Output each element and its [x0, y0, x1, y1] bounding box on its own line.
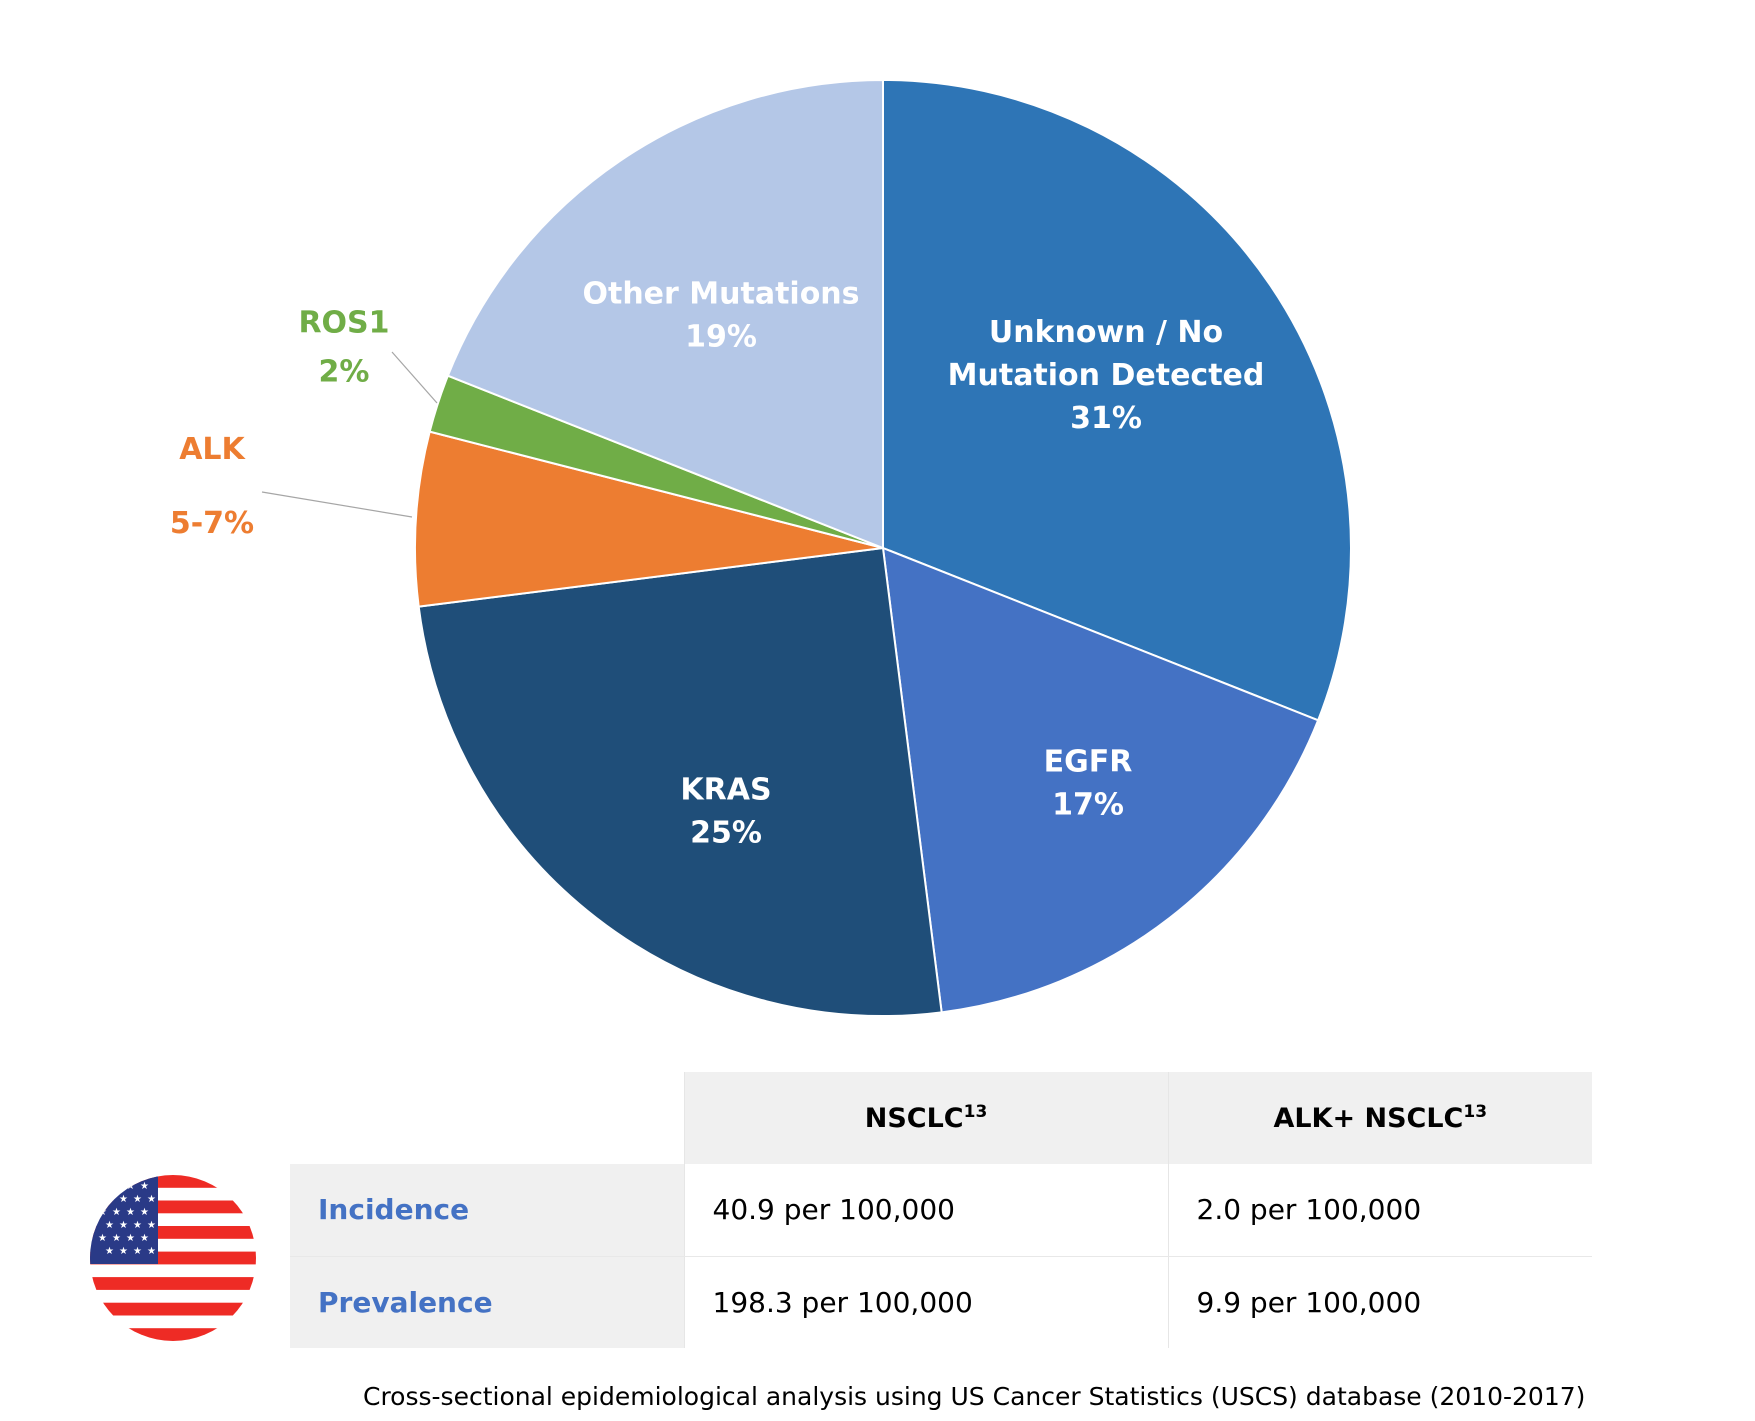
svg-text:★: ★: [133, 1246, 142, 1257]
svg-text:★: ★: [105, 1246, 114, 1257]
row-label-incidence: Incidence: [290, 1164, 684, 1257]
svg-text:★: ★: [133, 1194, 142, 1205]
svg-text:★: ★: [126, 1207, 135, 1218]
slice-category-label: Mutation Detected: [948, 358, 1265, 393]
svg-text:★: ★: [126, 1181, 135, 1192]
table-cell: 40.9 per 100,000: [683, 1164, 1168, 1257]
svg-text:★: ★: [112, 1207, 121, 1218]
table-header-row: NSCLC13 ALK+ NSCLC13: [290, 1072, 1592, 1164]
pie-slice-other-mutations: [446, 78, 884, 550]
slice-category-label: Other Mutations: [582, 277, 859, 312]
col-header-citation: 13: [963, 1102, 988, 1122]
row-label-prevalence: Prevalence: [290, 1256, 684, 1348]
svg-text:★: ★: [98, 1233, 107, 1244]
svg-text:★: ★: [119, 1246, 128, 1257]
svg-text:★: ★: [140, 1181, 149, 1192]
slice-label: ROS1 2%: [298, 306, 389, 390]
col-header-label: NSCLC: [864, 1103, 964, 1134]
pie-slice-unknown-no: [882, 78, 1352, 722]
svg-text:★: ★: [140, 1233, 149, 1244]
table-cell: 9.9 per 100,000: [1167, 1256, 1592, 1348]
col-header-alk-nsclc: ALK+ NSCLC13: [1167, 1072, 1592, 1164]
slice-label: Other Mutations 19%: [582, 277, 859, 355]
slice-category-label: KRAS: [680, 773, 771, 808]
slice-label: Unknown / No Mutation Detected 31%: [948, 315, 1265, 436]
leader-line: [391, 351, 438, 404]
slice-category-label: ALK: [179, 432, 246, 467]
slice-label: ALK 5-7%: [170, 432, 254, 541]
table-cell: 198.3 per 100,000: [683, 1256, 1168, 1348]
epidemiology-table-container: NSCLC13 ALK+ NSCLC13 Incidence 40.9 per …: [290, 1072, 1592, 1348]
svg-text:★: ★: [112, 1233, 121, 1244]
slice-label: EGFR 17%: [1044, 745, 1133, 823]
svg-text:★: ★: [112, 1181, 121, 1192]
us-flag-icon: ★ ★ ★ ★ ★ ★ ★ ★ ★ ★ ★ ★ ★ ★ ★ ★ ★ ★ ★ ★ ★ ★ ★ ★: [90, 1175, 256, 1341]
epidemiology-table: NSCLC13 ALK+ NSCLC13 Incidence 40.9 per …: [290, 1072, 1592, 1348]
slice-category-label: EGFR: [1044, 745, 1133, 780]
leader-line: [261, 491, 413, 518]
source-note: Cross-sectional epidemiological analysis…: [363, 1382, 1586, 1411]
slice-value-label: 19%: [685, 320, 757, 355]
slice-label: KRAS 25%: [680, 773, 771, 851]
slice-value-label: 5-7%: [170, 506, 254, 541]
pie-slice-egfr: [881, 546, 1320, 1014]
svg-text:★: ★: [133, 1220, 142, 1231]
col-header-nsclc: NSCLC13: [683, 1072, 1168, 1164]
svg-text:★: ★: [147, 1194, 156, 1205]
svg-text:★: ★: [98, 1181, 107, 1192]
slice-category-label: ROS1: [298, 306, 389, 341]
pie-chart: Unknown / No Mutation Detected 31% EGFR 17% K…: [170, 78, 1352, 1017]
col-header-citation: 13: [1463, 1102, 1488, 1122]
slice-value-label: 31%: [1070, 401, 1142, 436]
svg-text:★: ★: [126, 1233, 135, 1244]
slice-value-label: 17%: [1052, 788, 1124, 823]
svg-text:★: ★: [119, 1194, 128, 1205]
table-row: Incidence 40.9 per 100,000 2.0 per 100,0…: [290, 1164, 1592, 1257]
svg-text:★: ★: [98, 1207, 107, 1218]
svg-text:★: ★: [105, 1194, 114, 1205]
table-cell: 2.0 per 100,000: [1167, 1164, 1592, 1257]
svg-text:★: ★: [119, 1220, 128, 1231]
table-row: Prevalence 198.3 per 100,000 9.9 per 100…: [290, 1256, 1592, 1348]
slice-value-label: 25%: [690, 816, 762, 851]
col-header-label: ALK+ NSCLC: [1273, 1103, 1464, 1134]
svg-text:★: ★: [140, 1207, 149, 1218]
slice-category-label: Unknown / No: [989, 315, 1223, 350]
table-corner-cell: [290, 1072, 684, 1164]
svg-text:★: ★: [147, 1220, 156, 1231]
pie-slice-alk: [414, 430, 884, 608]
pie-slice-kras: [417, 546, 943, 1017]
slice-value-label: 2%: [319, 355, 370, 390]
svg-text:★: ★: [105, 1220, 114, 1231]
svg-text:★: ★: [147, 1246, 156, 1257]
